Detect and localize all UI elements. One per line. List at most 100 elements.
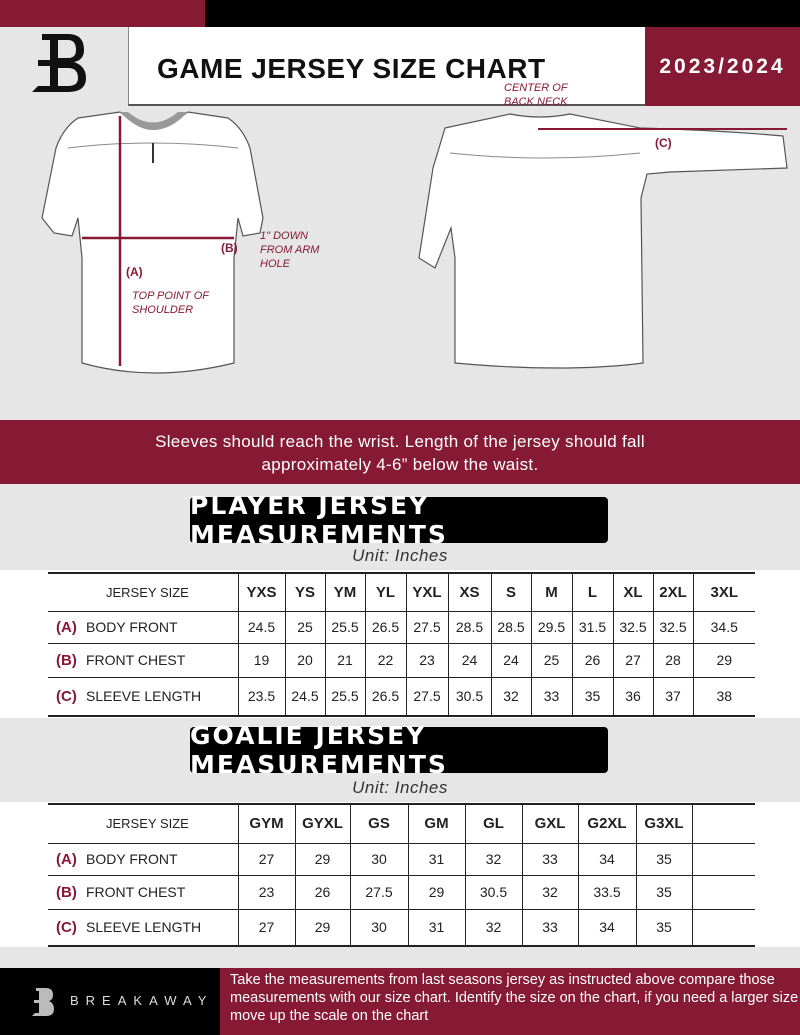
size-header-cell: YXS [237, 572, 286, 612]
value-cell [691, 908, 755, 947]
value-cell: 28 [652, 642, 694, 678]
value-cell: 26 [571, 642, 614, 678]
value-cell: 22 [364, 642, 407, 678]
size-header-cell: GYXL [294, 803, 351, 844]
note-a: TOP POINT OF SHOULDER [132, 290, 209, 316]
page-title: GAME JERSEY SIZE CHART [157, 53, 546, 84]
value-cell: 26.5 [364, 610, 407, 644]
size-header-cell: S [490, 572, 532, 612]
table-row: (A) BODY FRONT 27 29 30 31 32 33 34 35 [48, 842, 755, 876]
measurement-code: (B) [56, 651, 77, 669]
value-cell: 25.5 [324, 676, 366, 717]
value-cell: 32 [464, 842, 523, 876]
value-cell: 29 [692, 642, 755, 678]
size-header-cell: XL [612, 572, 654, 612]
value-cell: 27.5 [405, 676, 449, 717]
size-header: JERSEY SIZE [48, 572, 239, 612]
size-header-cell: 3XL [692, 572, 755, 612]
value-cell: 34 [577, 908, 637, 947]
footer-logo-icon [32, 988, 54, 1016]
value-cell: 25.5 [324, 610, 366, 644]
measurement-name: FRONT CHEST [86, 651, 186, 668]
player-unit: Unit: Inches [352, 546, 448, 565]
goalie-section-title: GOALIE JERSEY MEASUREMENTS [190, 721, 608, 779]
measurement-label: (B) FRONT CHEST [48, 642, 239, 678]
value-cell: 29 [407, 874, 466, 910]
instructions-banner: Sleeves should reach the wrist. Length o… [0, 420, 800, 484]
table-row: (B) FRONT CHEST 19 20 21 22 23 24 24 25 26 27 28 29 [48, 642, 755, 678]
value-cell: 24.5 [284, 676, 326, 717]
value-cell: 27 [237, 908, 296, 947]
value-cell: 36 [612, 676, 654, 717]
value-cell: 30 [349, 842, 409, 876]
goalie-size-table: JERSEY SIZE GYM GYXL GS GM GL GXL G2XL G3XL (A) BO… [48, 803, 755, 947]
measurement-name: BODY FRONT [86, 618, 178, 635]
footer-brand-name: BREAKAWAY [70, 993, 214, 1008]
measurement-name: BODY FRONT [86, 850, 178, 867]
size-header-cell: YL [364, 572, 407, 612]
measurement-code: (C) [56, 918, 77, 936]
value-cell: 38 [692, 676, 755, 717]
value-cell: 27 [612, 642, 654, 678]
table-row: (C) SLEEVE LENGTH 27 29 30 31 32 33 34 35 [48, 908, 755, 947]
value-cell: 33 [521, 842, 579, 876]
back-jersey-diagram [418, 113, 788, 369]
value-cell: 27.5 [349, 874, 409, 910]
value-cell: 23 [405, 642, 449, 678]
label-c: (C) [655, 136, 672, 150]
header-title-box: GAME JERSEY SIZE CHART [128, 27, 646, 106]
value-cell: 32.5 [612, 610, 654, 644]
value-cell: 23 [237, 874, 296, 910]
value-cell: 27 [237, 842, 296, 876]
size-header-cell: L [571, 572, 614, 612]
value-cell: 28.5 [490, 610, 532, 644]
value-cell: 24 [490, 642, 532, 678]
size-header-cell: GS [349, 803, 409, 844]
size-header-cell: YS [284, 572, 326, 612]
measurement-code: (A) [56, 850, 77, 868]
value-cell: 34 [577, 842, 637, 876]
measurement-code: (C) [56, 687, 77, 705]
value-cell: 29 [294, 842, 351, 876]
header-row: JERSEY SIZE GYM GYXL GS GM GL GXL G2XL G3XL [48, 803, 755, 844]
value-cell [691, 874, 755, 910]
value-cell: 21 [324, 642, 366, 678]
value-cell [691, 842, 755, 876]
header-row: JERSEY SIZE YXS YS YM YL YXL XS S M L XL 2XL 3XL [48, 572, 755, 612]
label-b: (B) [221, 241, 238, 255]
value-cell: 35 [635, 874, 693, 910]
value-cell: 29.5 [530, 610, 573, 644]
value-cell: 30.5 [464, 874, 523, 910]
value-cell: 28.5 [447, 610, 492, 644]
value-cell: 27.5 [405, 610, 449, 644]
measurement-label: (B) FRONT CHEST [48, 874, 239, 910]
size-header-cell [691, 803, 755, 844]
measurement-label: (C) SLEEVE LENGTH [48, 676, 239, 717]
value-cell: 26 [294, 874, 351, 910]
size-header-cell: YM [324, 572, 366, 612]
value-cell: 35 [635, 842, 693, 876]
value-cell: 19 [237, 642, 286, 678]
value-cell: 33 [521, 908, 579, 947]
value-cell: 32 [464, 908, 523, 947]
value-cell: 25 [530, 642, 573, 678]
measurement-code: (B) [56, 883, 77, 901]
measurement-label: (A) BODY FRONT [48, 842, 239, 876]
value-cell: 34.5 [692, 610, 755, 644]
table-row: (C) SLEEVE LENGTH 23.5 24.5 25.5 26.5 27.5 30.5… [48, 676, 755, 717]
size-header-cell: GXL [521, 803, 579, 844]
value-cell: 24 [447, 642, 492, 678]
value-cell: 35 [635, 908, 693, 947]
value-cell: 29 [294, 908, 351, 947]
top-accent-bar [0, 0, 205, 27]
note-b: 1" DOWN FROM ARM HOLE [260, 230, 320, 270]
size-header-cell: XS [447, 572, 492, 612]
player-section-title: PLAYER JERSEY MEASUREMENTS [190, 491, 608, 549]
measurement-name: SLEEVE LENGTH [86, 918, 202, 935]
value-cell: 32.5 [652, 610, 694, 644]
measurement-name: FRONT CHEST [86, 883, 186, 900]
measurement-code: (A) [56, 618, 77, 636]
size-header-cell: 2XL [652, 572, 694, 612]
value-cell: 33 [530, 676, 573, 717]
measurement-label: (A) BODY FRONT [48, 610, 239, 644]
